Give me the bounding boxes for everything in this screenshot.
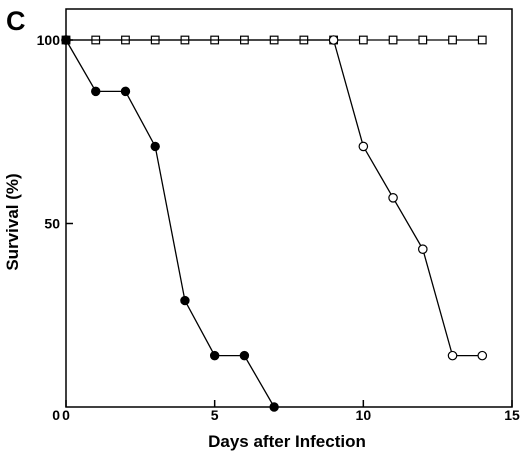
y-tick-label: 100 [37,32,61,48]
y-tick-label: 0 [52,407,60,423]
data-point [448,35,457,45]
data-point [91,86,101,97]
x-tick-label: 0 [62,407,70,423]
data-point [388,35,398,45]
y-tick-label: 50 [44,216,60,232]
panel-label: C [6,6,26,36]
data-point [477,350,488,361]
x-tick-label: 5 [211,407,219,423]
series-layer [61,35,488,412]
series-line [66,39,483,357]
data-point [358,35,368,45]
data-point [209,350,220,361]
data-point [328,35,339,45]
series-line [65,39,275,408]
data-point [417,244,428,254]
series-open-circle [61,35,488,361]
plot-frame [65,8,513,408]
y-axis-title: Survival (%) [3,173,22,270]
data-point [120,86,131,97]
series-filled-circle [61,35,279,412]
data-point [150,141,160,152]
data-point [358,141,369,152]
data-point [477,35,487,45]
data-point [180,295,190,306]
data-point [61,35,71,45]
data-point [418,35,428,45]
axis-ticks: 0 5 10 15 0 50 100 [37,32,520,423]
x-tick-label: 15 [504,407,520,423]
data-point [239,350,250,361]
data-point [447,350,458,361]
x-axis-title: Days after Infection [208,432,366,451]
data-point [388,193,398,203]
x-tick-label: 10 [356,407,372,423]
data-point [269,402,279,412]
